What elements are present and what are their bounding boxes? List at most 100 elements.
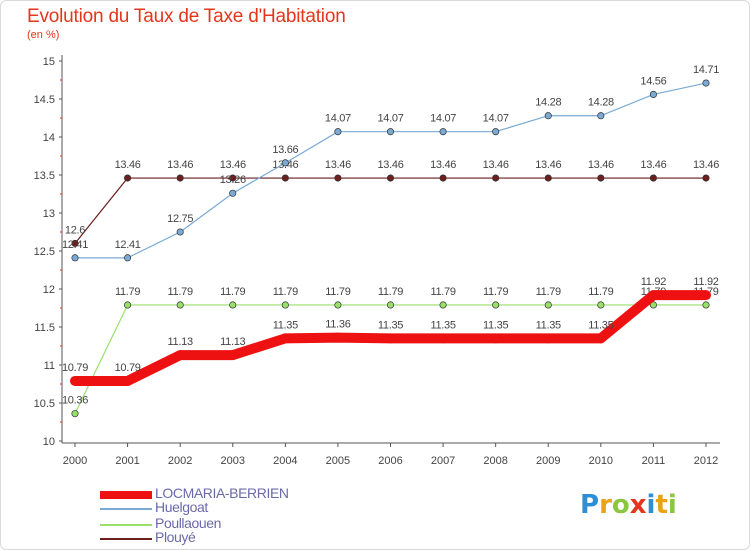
chart-title: Evolution du Taux de Taxe d'Habitation <box>27 6 346 27</box>
data-label-locmaria-berrien: 11.92 <box>693 276 718 288</box>
data-label-locmaria-berrien: 11.35 <box>588 319 613 331</box>
data-label-huelgoat: 14.28 <box>588 97 614 109</box>
data-point-huelgoat <box>386 128 395 136</box>
data-point-poullaouen <box>649 301 657 309</box>
data-point-locmaria-berrien <box>595 333 606 344</box>
data-label-poullaouen: 11.79 <box>483 286 508 298</box>
data-point-huelgoat <box>597 112 605 120</box>
data-point-locmaria-berrien <box>280 333 291 344</box>
data-point-poullaouen <box>386 301 395 309</box>
data-point-poullaouen <box>492 301 500 309</box>
data-label-poullaouen: 11.79 <box>220 286 245 298</box>
y-tick-label: 15 <box>43 56 55 68</box>
data-point-plouye <box>124 174 132 182</box>
data-point-locmaria-berrien <box>122 375 133 386</box>
data-label-locmaria-berrien: 11.35 <box>273 319 298 331</box>
data-label-poullaouen: 11.79 <box>536 286 561 298</box>
data-point-plouye <box>71 239 79 247</box>
data-point-huelgoat <box>229 189 237 197</box>
y-tick-label: 10.5 <box>34 398 55 410</box>
data-point-plouye <box>492 174 500 182</box>
legend-label-huelgoat: Huelgoat <box>155 499 208 515</box>
data-label-poullaouen: 11.79 <box>430 286 455 298</box>
logo-letter: x <box>629 490 647 520</box>
data-point-huelgoat <box>544 112 552 120</box>
y-tick-label: 12 <box>43 284 55 296</box>
data-point-poullaouen <box>176 301 184 309</box>
data-point-poullaouen <box>281 301 289 309</box>
data-point-locmaria-berrien <box>70 375 80 386</box>
data-label-poullaouen: 11.79 <box>325 286 350 298</box>
x-tick-label: 2011 <box>642 455 666 467</box>
data-label-locmaria-berrien: 11.35 <box>483 319 508 331</box>
data-point-locmaria-berrien <box>385 333 396 344</box>
data-label-plouye: 13.46 <box>640 159 666 171</box>
data-label-locmaria-berrien: 11.36 <box>325 319 350 331</box>
data-label-plouye: 12.6 <box>65 224 85 236</box>
legend-label-poullaouen: Poullaouen <box>155 515 222 531</box>
proxiti-logo: Proxiti <box>580 490 677 520</box>
data-point-plouye <box>702 174 710 182</box>
legend-label-locmaria-berrien: LOCMARIA-BERRIEN <box>155 485 289 501</box>
data-point-plouye <box>439 174 447 182</box>
data-point-plouye <box>649 174 657 182</box>
data-label-plouye: 13.46 <box>115 159 141 171</box>
data-label-plouye: 13.46 <box>430 159 456 171</box>
data-point-poullaouen <box>544 301 552 309</box>
data-point-locmaria-berrien <box>543 333 554 344</box>
data-label-locmaria-berrien: 11.13 <box>168 336 193 348</box>
data-label-huelgoat: 14.28 <box>535 97 561 109</box>
x-tick-label: 2006 <box>378 455 402 467</box>
data-point-plouye <box>229 174 237 182</box>
logo-letter: r <box>599 490 612 520</box>
data-point-huelgoat <box>702 79 710 87</box>
data-point-plouye <box>597 174 605 182</box>
data-label-locmaria-berrien: 11.92 <box>641 276 666 288</box>
data-point-plouye <box>334 174 342 182</box>
x-tick-label: 2002 <box>168 455 192 467</box>
data-label-huelgoat: 12.41 <box>62 239 88 251</box>
data-label-huelgoat: 14.07 <box>430 113 456 125</box>
data-point-locmaria-berrien <box>175 350 186 361</box>
data-label-huelgoat: 12.41 <box>115 239 141 251</box>
logo-letter: i <box>667 490 677 520</box>
data-point-poullaouen <box>439 301 447 309</box>
data-point-locmaria-berrien <box>438 333 449 344</box>
data-point-locmaria-berrien <box>332 332 343 343</box>
data-label-locmaria-berrien: 11.13 <box>220 336 245 348</box>
x-tick-label: 2000 <box>63 455 87 467</box>
data-point-locmaria-berrien <box>490 333 501 344</box>
x-tick-label: 2009 <box>536 455 560 467</box>
data-point-huelgoat <box>439 128 447 136</box>
data-point-locmaria-berrien <box>648 290 659 301</box>
y-tick-label: 13 <box>43 208 55 220</box>
x-tick-label: 2008 <box>483 455 507 467</box>
logo-letter: i <box>646 490 656 520</box>
legend-swatch-huelgoat <box>100 508 152 510</box>
legend-swatch-poullaouen <box>100 524 152 526</box>
data-point-huelgoat <box>649 90 657 98</box>
data-point-huelgoat <box>71 254 79 262</box>
data-label-locmaria-berrien: 11.35 <box>378 319 403 331</box>
data-point-poullaouen <box>229 301 237 309</box>
x-tick-label: 2012 <box>694 455 718 467</box>
x-tick-label: 2004 <box>273 455 297 467</box>
x-tick-label: 2005 <box>326 455 350 467</box>
data-label-huelgoat: 13.26 <box>220 174 246 186</box>
x-tick-label: 2010 <box>589 455 613 467</box>
data-point-huelgoat <box>124 254 132 262</box>
data-label-poullaouen: 11.79 <box>588 286 613 298</box>
data-label-locmaria-berrien: 10.79 <box>115 362 141 374</box>
logo-letter: t <box>655 490 668 520</box>
data-point-poullaouen <box>597 301 605 309</box>
logo-letter: o <box>611 490 630 520</box>
data-label-locmaria-berrien: 10.79 <box>62 362 88 374</box>
data-label-poullaouen: 10.36 <box>62 395 88 407</box>
data-label-plouye: 13.46 <box>220 159 246 171</box>
y-tick-label: 14 <box>43 132 55 144</box>
data-label-huelgoat: 14.71 <box>693 64 719 76</box>
logo-letter: P <box>580 490 600 520</box>
series-line-plouye <box>74 177 706 244</box>
data-label-locmaria-berrien: 11.35 <box>536 319 561 331</box>
y-tick-label: 12.5 <box>34 246 55 258</box>
